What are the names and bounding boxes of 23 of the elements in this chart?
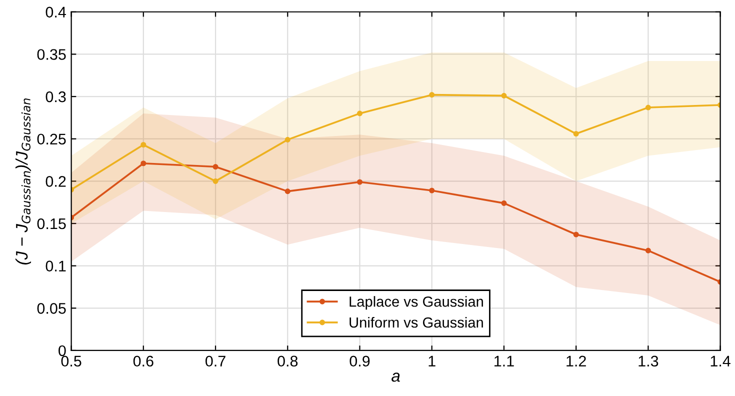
y-tick-label: 0.2 [46,176,66,187]
x-tick-label: 1 [428,356,436,366]
y-tick-label: 0.4 [46,6,66,18]
x-tick-label: 0.8 [278,356,298,367]
y-tick-label: 0.15 [37,218,66,230]
y-tick-label: 0.1 [46,260,66,272]
y-tick-label: 0 [58,345,66,356]
y-tick-label: 0.35 [37,49,66,60]
legend-label: Laplace vs Gaussian [350,296,483,310]
y-tick-label: 0.25 [37,134,66,145]
y-tick-label: 0.3 [46,91,66,102]
x-tick-label: 1.2 [566,356,586,366]
x-tick-label: 1.1 [494,356,514,366]
x-tick-label: 1.3 [638,356,658,367]
x-tick-label: 0.6 [133,356,154,367]
x-tick-label: 1.4 [710,356,730,366]
x-tick-label: 0.5 [61,356,82,367]
legend-label: Uniform vs Gaussian [350,316,483,328]
y-tick-label: 0.05 [37,303,66,314]
y-axis-title: (J − J$_{Gaussian}$)/J$_{Gaussian}$ [15,98,32,264]
x-axis-title: a [392,372,400,382]
x-tick-label: 0.7 [205,356,226,367]
x-tick-label: 0.9 [350,356,370,367]
